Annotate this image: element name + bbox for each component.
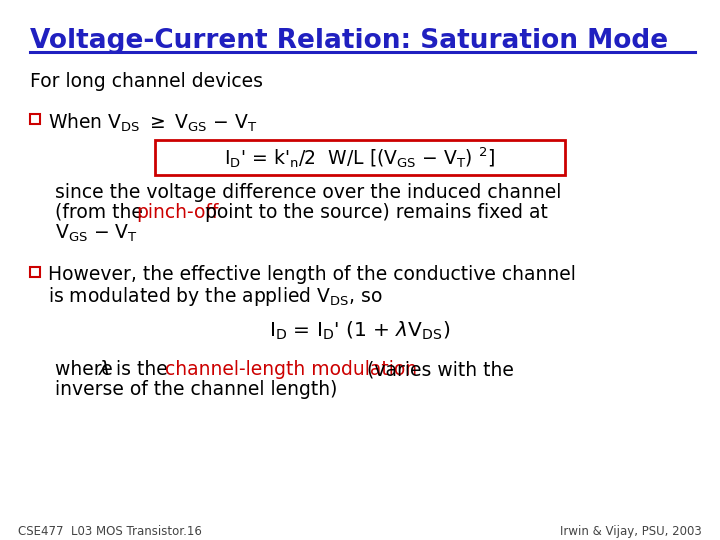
Text: (from the: (from the — [55, 203, 149, 222]
FancyBboxPatch shape — [155, 140, 565, 175]
Text: When $\mathregular{V_{DS}}$ $\geq$ $\mathregular{V_{GS}}$ $-$ $\mathregular{V_T}: When $\mathregular{V_{DS}}$ $\geq$ $\mat… — [48, 112, 258, 134]
Text: inverse of the channel length): inverse of the channel length) — [55, 380, 338, 399]
Text: $\mathregular{I_D}$' = k'$\mathregular{_n}$/2  W/L [($\mathregular{V_{GS}}$ $-$ : $\mathregular{I_D}$' = k'$\mathregular{_… — [225, 145, 495, 170]
Text: where: where — [55, 360, 119, 379]
Text: $\lambda$: $\lambda$ — [98, 360, 110, 379]
Text: (varies with the: (varies with the — [361, 360, 514, 379]
Text: Voltage-Current Relation: Saturation Mode: Voltage-Current Relation: Saturation Mod… — [30, 28, 668, 54]
Text: However, the effective length of the conductive channel: However, the effective length of the con… — [48, 265, 576, 284]
Text: channel-length modulation: channel-length modulation — [165, 360, 417, 379]
Text: pinch-off: pinch-off — [136, 203, 218, 222]
Text: point to the source) remains fixed at: point to the source) remains fixed at — [199, 203, 548, 222]
Bar — [30, 114, 40, 124]
Text: $\mathregular{V_{GS}}$ $-$ $\mathregular{V_T}$: $\mathregular{V_{GS}}$ $-$ $\mathregular… — [55, 223, 138, 244]
Text: For long channel devices: For long channel devices — [30, 72, 263, 91]
Text: since the voltage difference over the induced channel: since the voltage difference over the in… — [55, 183, 562, 202]
Text: is the: is the — [110, 360, 174, 379]
Text: CSE477  L03 MOS Transistor.16: CSE477 L03 MOS Transistor.16 — [18, 525, 202, 538]
Text: $\mathregular{I_D}$ = $\mathregular{I_D}$' (1 + $\lambda$$\mathregular{V_{DS}}$): $\mathregular{I_D}$ = $\mathregular{I_D}… — [269, 320, 451, 342]
Bar — [30, 267, 40, 277]
Text: is modulated by the applied $\mathregular{V_{DS}}$, so: is modulated by the applied $\mathregula… — [48, 285, 383, 308]
Text: Irwin & Vijay, PSU, 2003: Irwin & Vijay, PSU, 2003 — [560, 525, 702, 538]
